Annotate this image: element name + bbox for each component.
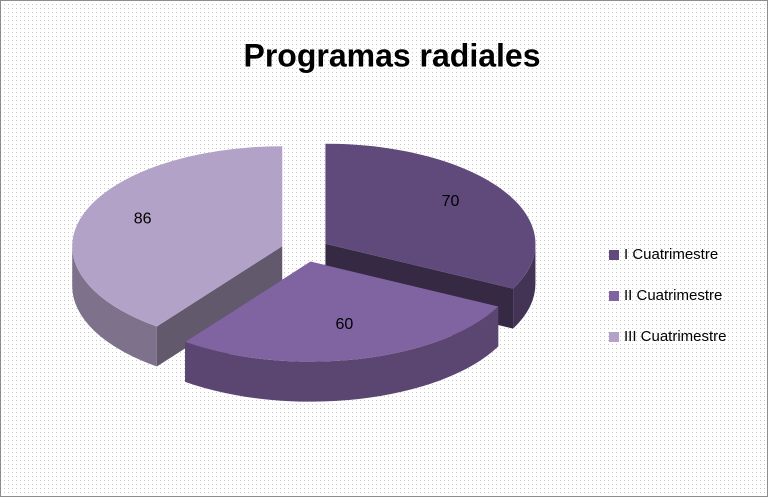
legend-label: II Cuatrimestre — [624, 287, 722, 304]
legend-label: III Cuatrimestre — [624, 328, 727, 345]
slice-wall — [72, 246, 157, 367]
legend-label: I Cuatrimestre — [624, 246, 718, 263]
legend-swatch — [609, 250, 619, 260]
data-label: 60 — [336, 316, 354, 333]
data-label: 70 — [442, 193, 460, 210]
slice — [72, 146, 283, 327]
legend-swatch — [609, 291, 619, 301]
slice-side — [156, 246, 283, 367]
legend-swatch — [609, 332, 619, 342]
slice-wall — [185, 306, 499, 402]
slice — [325, 143, 536, 289]
slice — [185, 261, 499, 362]
data-label: 86 — [134, 210, 152, 227]
chart-title: Programas radiales — [243, 37, 540, 73]
slice-wall — [513, 243, 536, 329]
